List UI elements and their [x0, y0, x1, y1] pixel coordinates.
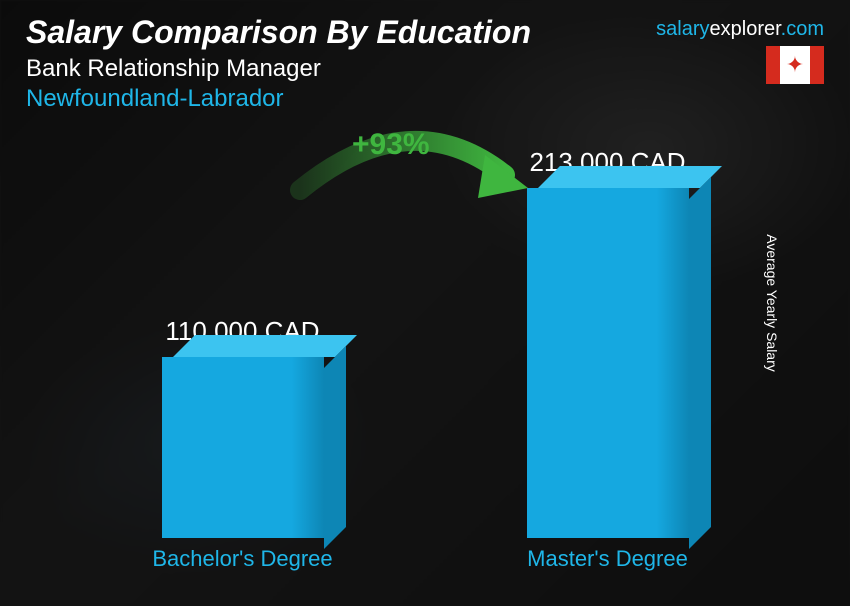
- job-title: Bank Relationship Manager: [26, 55, 824, 83]
- brand-part2: explorer: [710, 18, 781, 40]
- x-axis-label: Master's Degree: [497, 546, 719, 572]
- content-root: Salary Comparison By Education Bank Rela…: [0, 0, 850, 606]
- percent-increase-badge: +93%: [352, 128, 430, 162]
- x-axis-label: Bachelor's Degree: [132, 546, 354, 572]
- chart-area: 110,000 CAD 213,000 CAD Bachelor's Degree…: [60, 140, 790, 572]
- bar: 110,000 CAD: [162, 316, 324, 538]
- maple-leaf-icon: ✦: [786, 54, 804, 76]
- country-flag-icon: ✦: [766, 46, 824, 84]
- bars-container: 110,000 CAD 213,000 CAD: [60, 140, 790, 538]
- bar-3d: [527, 188, 689, 538]
- region-label: Newfoundland-Labrador: [26, 85, 824, 113]
- x-labels: Bachelor's Degree Master's Degree: [60, 546, 790, 572]
- bar-3d: [162, 357, 324, 538]
- brand-part1: salary: [656, 18, 709, 40]
- brand-logo: salaryexplorer.com: [656, 18, 824, 41]
- brand-suffix: .com: [781, 18, 824, 40]
- bar: 213,000 CAD: [527, 147, 689, 538]
